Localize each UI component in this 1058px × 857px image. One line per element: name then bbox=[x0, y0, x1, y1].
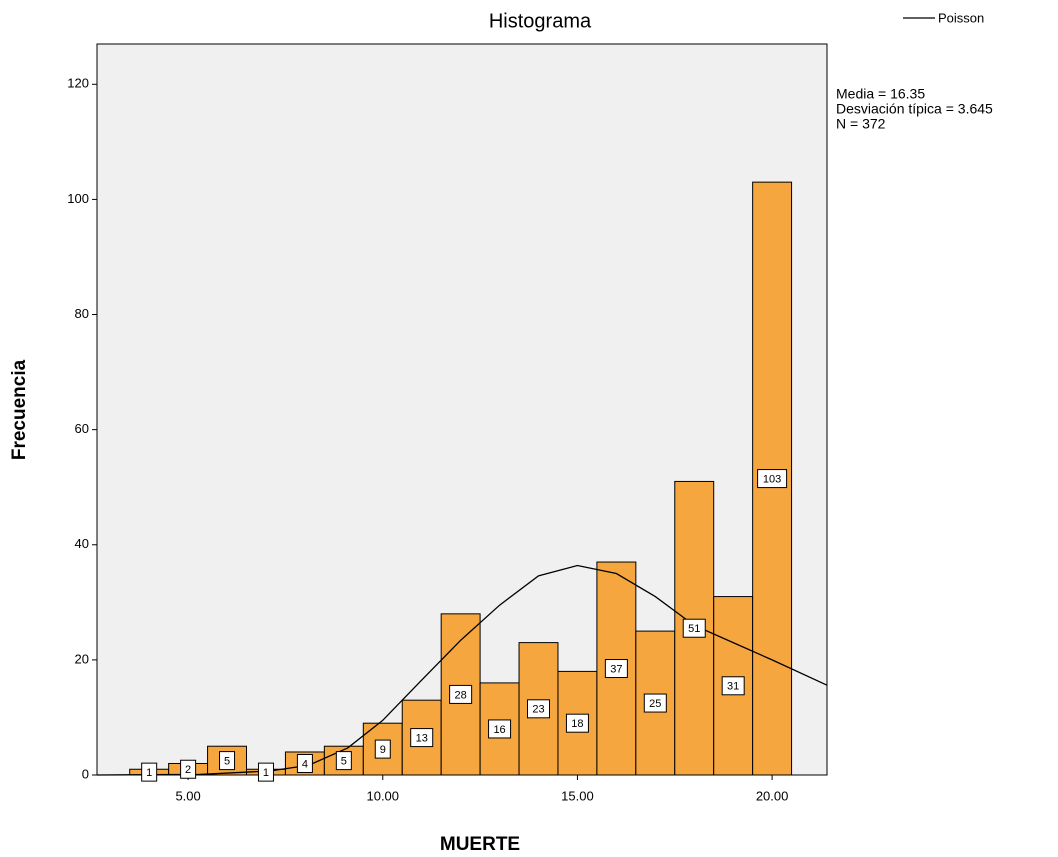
data-label-box bbox=[410, 728, 434, 748]
annotation: Desviación típica = 3.645 bbox=[836, 101, 993, 117]
data-label: 51 bbox=[688, 623, 700, 635]
data-label: 28 bbox=[455, 689, 467, 701]
data-label-box bbox=[335, 751, 352, 771]
data-label-box bbox=[757, 469, 788, 489]
y-tick-label: 0 bbox=[82, 766, 89, 781]
data-label: 103 bbox=[763, 473, 781, 485]
data-label: 5 bbox=[224, 756, 230, 768]
annotation: N = 372 bbox=[836, 116, 886, 132]
annotation: Media = 16.35 bbox=[836, 86, 925, 102]
data-label-box bbox=[219, 751, 236, 771]
data-label-box bbox=[643, 693, 667, 713]
y-tick-label: 60 bbox=[75, 421, 89, 436]
data-label-box bbox=[682, 618, 706, 638]
x-tick-label: 20.00 bbox=[756, 788, 789, 803]
x-axis-label: MUERTE bbox=[440, 834, 520, 855]
data-label-box bbox=[565, 713, 589, 733]
x-tick-label: 15.00 bbox=[561, 788, 594, 803]
data-label-box bbox=[257, 762, 274, 782]
x-tick-label: 5.00 bbox=[175, 788, 200, 803]
data-label: 31 bbox=[727, 681, 739, 693]
data-label-box bbox=[527, 699, 551, 719]
data-label-box bbox=[141, 762, 158, 782]
data-label: 16 bbox=[493, 724, 505, 736]
data-label-box bbox=[296, 753, 313, 773]
data-label: 5 bbox=[341, 756, 347, 768]
data-label-box bbox=[374, 739, 391, 759]
data-label: 37 bbox=[610, 663, 622, 675]
data-label: 4 bbox=[302, 758, 308, 770]
data-label-box bbox=[180, 759, 197, 779]
data-label: 9 bbox=[380, 744, 386, 756]
y-tick-label: 80 bbox=[75, 306, 89, 321]
data-label: 1 bbox=[263, 767, 269, 779]
legend-label: Poisson bbox=[938, 10, 984, 25]
chart-title: Histograma bbox=[489, 10, 592, 32]
y-tick-label: 120 bbox=[67, 76, 89, 91]
y-tick-label: 100 bbox=[67, 191, 89, 206]
data-label-box bbox=[488, 719, 512, 739]
curve bbox=[96, 564, 828, 776]
data-label: 2 bbox=[185, 764, 191, 776]
data-label: 1 bbox=[146, 767, 152, 779]
data-label: 18 bbox=[571, 718, 583, 730]
data-label-box bbox=[604, 659, 628, 679]
y-tick-label: 20 bbox=[75, 651, 89, 666]
data-label-box bbox=[449, 684, 473, 704]
y-tick-label: 40 bbox=[75, 536, 89, 551]
data-label: 23 bbox=[532, 704, 544, 716]
data-label: 13 bbox=[416, 732, 428, 744]
x-tick-label: 10.00 bbox=[366, 788, 399, 803]
data-label: 25 bbox=[649, 698, 661, 710]
y-axis-label: Frecuencia bbox=[9, 359, 30, 460]
data-label-box bbox=[721, 676, 745, 696]
